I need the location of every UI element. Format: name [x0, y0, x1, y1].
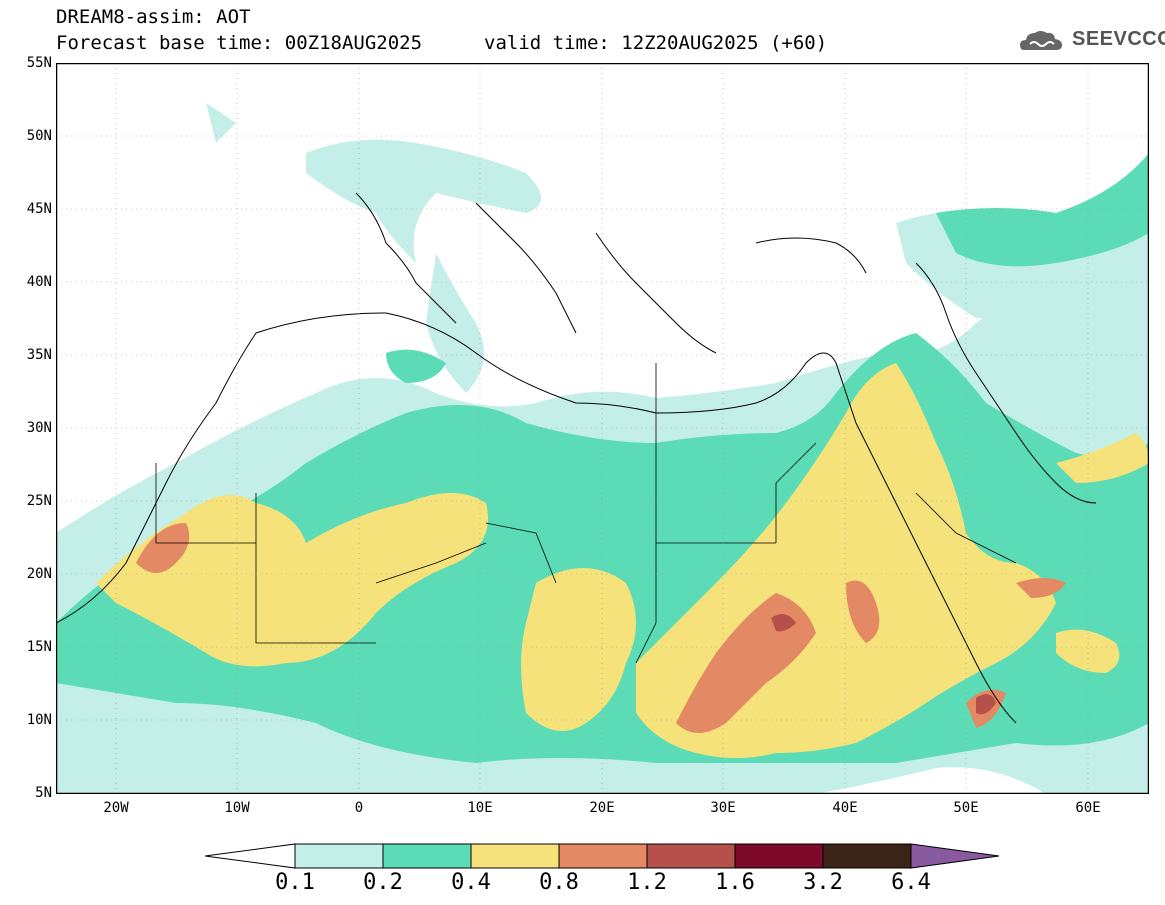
aot-field-0.1	[426, 253, 484, 393]
colorbar-label: 0.1	[275, 870, 315, 895]
aot-field-0.8	[1016, 578, 1066, 598]
lon-label-0: 0	[354, 800, 364, 816]
colorbar-label: 1.6	[715, 870, 755, 895]
lon-label-40e: 40E	[832, 800, 858, 816]
colorbar-segment	[822, 843, 912, 869]
aot-field-1.2	[976, 694, 996, 715]
colorbar-segment	[558, 843, 648, 869]
lon-label-20w: 20W	[103, 800, 129, 816]
lon-label-10e: 10E	[467, 800, 493, 816]
aot-colorbar	[205, 843, 1000, 869]
gridlines	[56, 63, 1149, 794]
lat-label-20n: 20N	[26, 566, 52, 582]
map-title: DREAM8-assim: AOT	[56, 6, 251, 28]
logo-text: SEEVCCC	[1072, 28, 1165, 50]
colorbar-label: 0.2	[363, 870, 403, 895]
aot-field-0.1	[306, 139, 541, 263]
lat-label-40n: 40N	[26, 274, 52, 290]
aot-field-0.8	[846, 580, 880, 643]
borders	[155, 363, 1017, 664]
lat-label-5n: 5N	[35, 785, 52, 801]
forecast-base-time: Forecast base time: 00Z18AUG2025	[56, 32, 423, 54]
colorbar-label: 1.2	[627, 870, 667, 895]
lat-label-50n: 50N	[26, 128, 52, 144]
aot-field-0.4	[1056, 433, 1149, 483]
lat-label-10n: 10N	[26, 712, 52, 728]
lon-label-10w: 10W	[224, 800, 250, 816]
aot-field-0.8	[136, 523, 190, 573]
lat-label-30n: 30N	[26, 420, 52, 436]
lon-label-60e: 60E	[1075, 800, 1101, 816]
aot-field-0.1	[206, 103, 236, 143]
colorbar-segment	[382, 843, 472, 869]
aot-field-0.2	[936, 153, 1149, 267]
colorbar-label: 0.4	[451, 870, 491, 895]
valid-time: valid time: 12Z20AUG2025 (+60)	[484, 32, 828, 54]
colorbar-segment-high	[910, 843, 1000, 869]
aot-map	[56, 63, 1149, 794]
colorbar-segment	[470, 843, 560, 869]
colorbar-segment	[294, 843, 384, 869]
aot-field-0.4	[1056, 629, 1120, 673]
lat-label-55n: 55N	[26, 55, 52, 71]
coastlines	[56, 192, 1097, 724]
aot-field-0.2	[386, 349, 446, 383]
lon-label-30e: 30E	[710, 800, 736, 816]
aot-field-0.4	[521, 568, 636, 731]
colorbar-segment-low	[205, 843, 296, 869]
lat-label-25n: 25N	[26, 493, 52, 509]
lat-label-35n: 35N	[26, 347, 52, 363]
aot-field-0.4	[96, 493, 488, 667]
colorbar-segment	[734, 843, 824, 869]
lat-label-45n: 45N	[26, 201, 52, 217]
lon-label-50e: 50E	[953, 800, 979, 816]
colorbar-segment	[646, 843, 736, 869]
cloud-icon	[1020, 31, 1062, 50]
colorbar-label: 6.4	[891, 870, 931, 895]
colorbar-label: 0.8	[539, 870, 579, 895]
aot-field-1.2	[771, 614, 796, 632]
lat-label-15n: 15N	[26, 639, 52, 655]
lon-label-20e: 20E	[589, 800, 615, 816]
colorbar-label: 3.2	[803, 870, 843, 895]
